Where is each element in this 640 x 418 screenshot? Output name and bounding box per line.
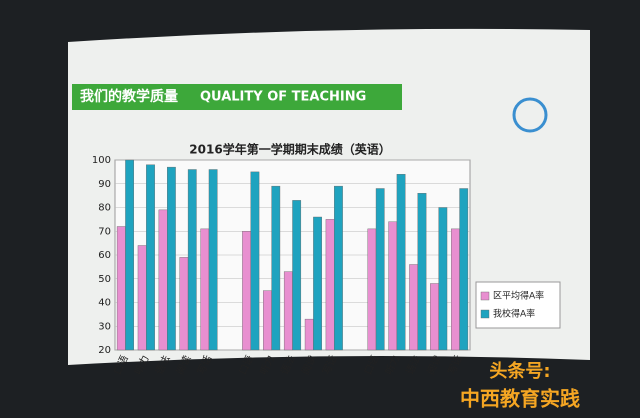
- bar: [304, 318, 314, 351]
- bar: [396, 174, 406, 351]
- y-tick-label: 30: [98, 321, 111, 332]
- legend-swatch: [480, 291, 490, 301]
- y-tick-label: 100: [92, 155, 111, 166]
- bar: [158, 209, 168, 351]
- y-tick-label: 60: [98, 250, 111, 261]
- bar: [187, 169, 197, 351]
- bar: [313, 216, 322, 351]
- bar: [417, 193, 427, 351]
- bar: [388, 221, 398, 351]
- legend-label: 我校得A率: [493, 308, 535, 320]
- bar: [208, 169, 218, 351]
- bar: [167, 166, 176, 351]
- logo: [512, 97, 548, 133]
- bar: [438, 207, 448, 351]
- bar: [137, 245, 147, 351]
- bar: [179, 257, 189, 351]
- bar: [242, 231, 251, 351]
- bar: [125, 159, 134, 351]
- y-tick-label: 90: [98, 179, 111, 190]
- bar: [430, 283, 439, 351]
- bar: [146, 164, 155, 351]
- bar: [451, 228, 460, 351]
- y-tick-label: 40: [98, 298, 111, 309]
- header-bar: [72, 84, 402, 110]
- legend-label: 区平均得A率: [493, 290, 544, 302]
- y-tick-label: 50: [98, 274, 111, 285]
- bar: [283, 271, 293, 351]
- bar: [375, 188, 385, 351]
- bar: [367, 228, 377, 351]
- chart-title: 2016学年第一学期期末成绩（英语）: [189, 142, 390, 157]
- bar: [292, 200, 302, 351]
- bar: [250, 171, 260, 351]
- header: 我们的教学质量: [80, 88, 178, 105]
- bar: [271, 185, 281, 351]
- y-tick-label: 20: [98, 345, 111, 356]
- bar: [334, 185, 343, 351]
- bar: [325, 219, 335, 351]
- bar: [409, 264, 418, 351]
- bar: [263, 290, 272, 351]
- bar: [459, 188, 469, 351]
- legend-box: [475, 281, 561, 329]
- y-tick-label: 70: [98, 226, 111, 237]
- watermark: 头条号:: [489, 360, 550, 382]
- legend-swatch: [480, 309, 490, 319]
- header-en: QUALITY OF TEACHING: [200, 90, 366, 105]
- bar: [200, 228, 210, 351]
- y-tick-label: 80: [98, 203, 111, 214]
- watermark: 中西教育实践: [460, 387, 580, 411]
- bar: [116, 226, 126, 351]
